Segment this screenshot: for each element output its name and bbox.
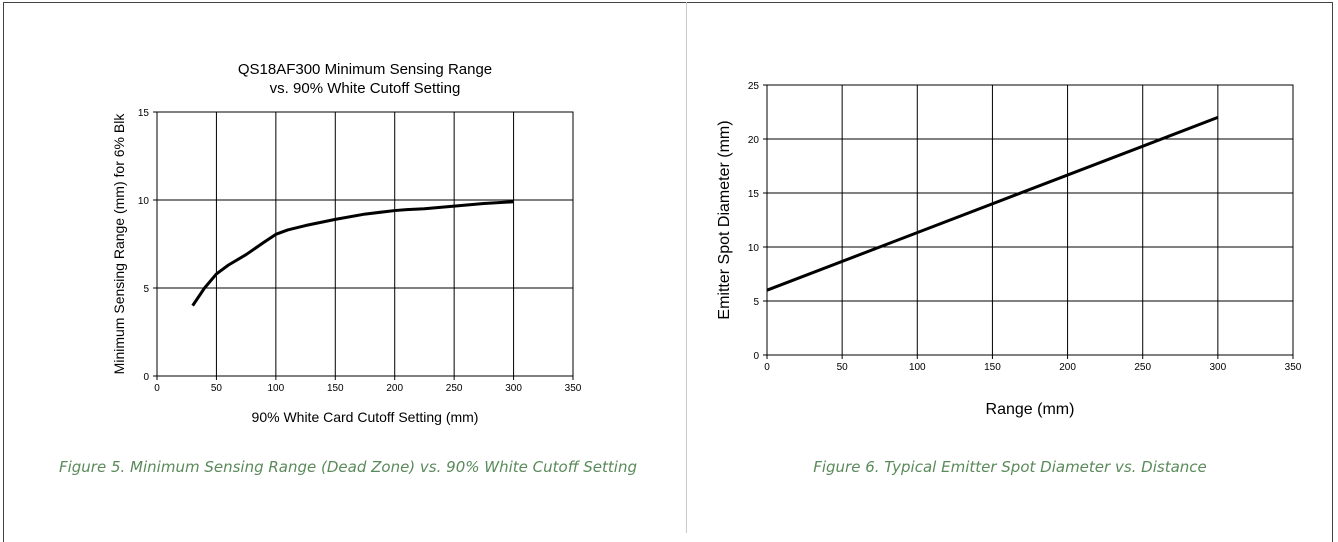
- y-axis-label: Minimum Sensing Range (mm) for 6% Blk: [111, 113, 127, 375]
- x-tick-label: 150: [984, 362, 1001, 373]
- column-divider: [686, 2, 687, 533]
- chart-min-sensing-range: 0 50 100 150 200 250 300 350 0 5 10 15 90% White Car…: [111, 61, 582, 425]
- chart-title-line-2: vs. 90% White Cutoff Setting: [270, 80, 461, 97]
- y-tick-label: 20: [748, 135, 760, 146]
- x-tick-label: 300: [505, 383, 522, 394]
- y-axis-label: Emitter Spot Diameter (mm): [716, 120, 733, 319]
- y-tick-label: 25: [748, 81, 760, 92]
- x-tick-label: 350: [1285, 362, 1302, 373]
- y-tick-label: 15: [138, 108, 150, 119]
- y-tick-label: 0: [143, 372, 149, 383]
- x-tick-label: 50: [837, 362, 849, 373]
- x-tick-label: 100: [268, 383, 285, 394]
- x-tick-label: 0: [764, 362, 770, 373]
- x-tick-label: 200: [386, 383, 403, 394]
- x-tick-label: 250: [1134, 362, 1151, 373]
- plot-area: [766, 84, 1294, 356]
- y-tick-label: 0: [753, 351, 759, 362]
- x-tick-label: 300: [1210, 362, 1227, 373]
- x-tick-label: 250: [446, 383, 463, 394]
- x-tick-label: 150: [327, 383, 344, 394]
- y-tick-label: 10: [138, 196, 150, 207]
- figure-6-caption: Figure 6. Typical Emitter Spot Diameter …: [813, 458, 1207, 476]
- page-frame: [3, 2, 1333, 542]
- y-tick-label: 5: [753, 297, 759, 308]
- x-tick-label: 0: [154, 383, 160, 394]
- plot-area: [156, 111, 574, 377]
- y-tick-label: 15: [748, 189, 760, 200]
- figure-5-caption: Figure 5. Minimum Sensing Range (Dead Zo…: [58, 458, 637, 476]
- y-tick-label: 5: [143, 284, 149, 295]
- x-axis-label: Range (mm): [986, 401, 1075, 418]
- x-tick-label: 350: [565, 383, 582, 394]
- chart-title-line-1: QS18AF300 Minimum Sensing Range: [238, 61, 492, 78]
- y-tick-label: 10: [748, 243, 760, 254]
- x-tick-label: 100: [909, 362, 926, 373]
- data-series-line: [191, 200, 514, 307]
- x-tick-label: 50: [211, 383, 223, 394]
- x-tick-label: 200: [1059, 362, 1076, 373]
- x-axis-label: 90% White Card Cutoff Setting (mm): [252, 409, 479, 425]
- data-series-line: [766, 115, 1219, 292]
